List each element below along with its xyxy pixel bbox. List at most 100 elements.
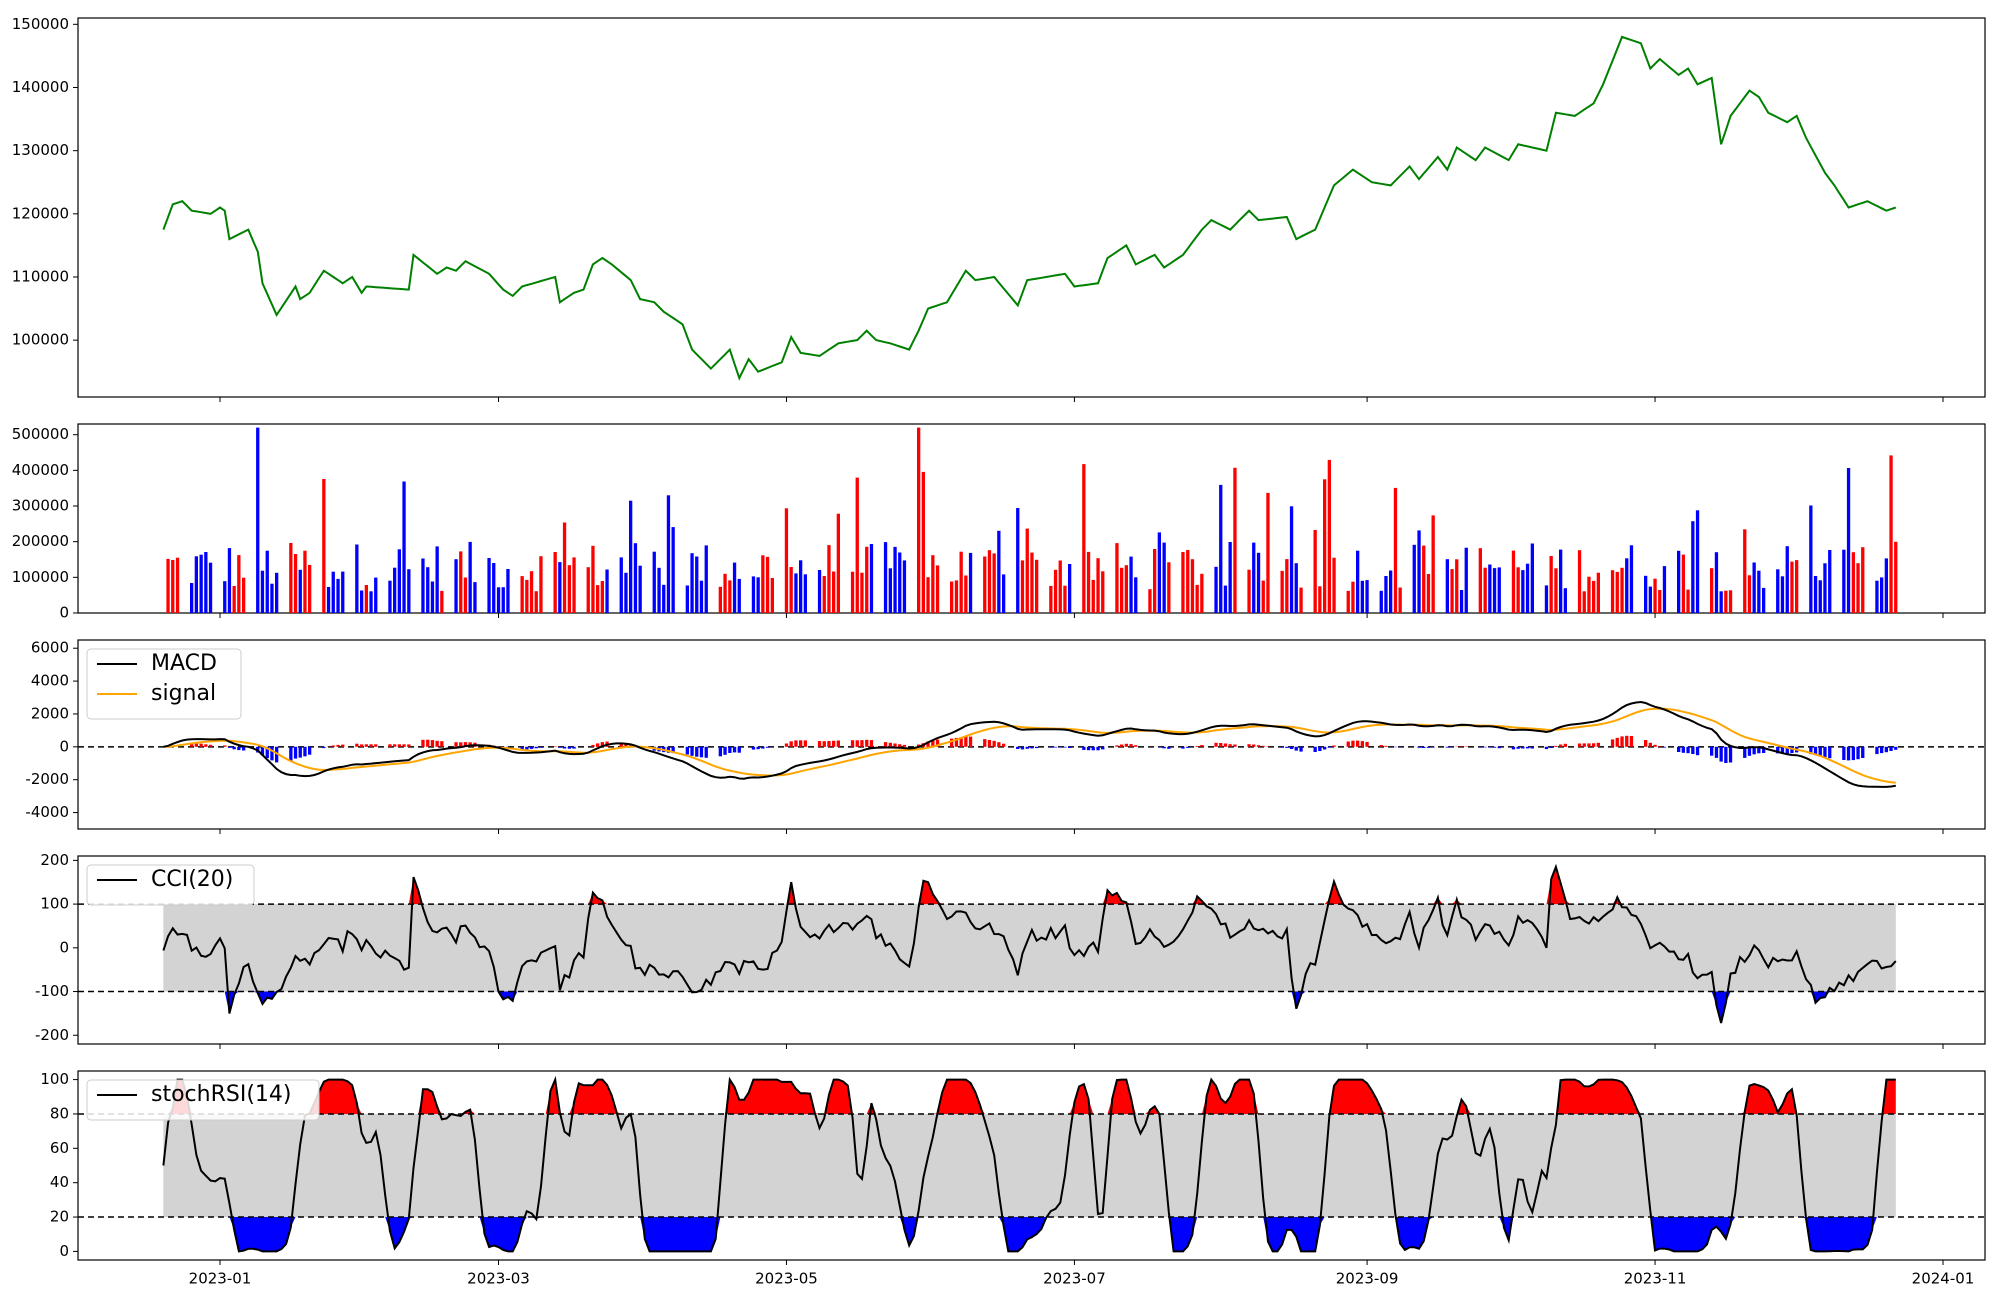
volume-bar [1880, 577, 1884, 613]
volume-bar [1563, 588, 1567, 613]
volume-bar [468, 541, 472, 613]
volume-bar [633, 543, 638, 613]
volume-bar [402, 481, 406, 613]
volume-bar [619, 557, 623, 613]
volume-bar [1422, 545, 1426, 613]
cci-ytick-label: -100 [35, 982, 69, 1000]
macd-histogram-bar [699, 746, 704, 758]
macd-panel-frame [77, 639, 1986, 830]
macd-histogram-bar [1780, 746, 1785, 754]
volume-bar [260, 570, 265, 613]
macd-histogram-bar [690, 746, 694, 756]
volume-bar [1615, 571, 1619, 613]
macd-histogram-bar [275, 746, 279, 763]
volume-bar [1530, 543, 1534, 613]
macd-histogram-bar [1129, 744, 1133, 747]
volume-bar [902, 560, 907, 613]
volume-bar [761, 555, 765, 613]
macd-histogram-bar [1016, 746, 1020, 749]
volume-bar [1681, 554, 1685, 613]
macd-histogram-bar [1096, 746, 1100, 751]
volume-bar [794, 573, 798, 613]
volume-bar [964, 575, 968, 613]
macd-histogram-bar [1365, 741, 1369, 747]
volume-bar [1025, 528, 1029, 613]
macd-histogram-bar [520, 746, 524, 750]
volume-bar [1710, 568, 1714, 613]
macd-histogram-bar [1417, 746, 1421, 748]
macd-histogram-bar [1289, 746, 1294, 749]
volume-bar [1299, 587, 1303, 613]
volume-bar [799, 560, 803, 613]
price-panel-frame [77, 17, 1986, 398]
volume-bar [1247, 569, 1251, 613]
macd-histogram-bar [1563, 743, 1567, 747]
macd-histogram-bar [1752, 746, 1756, 755]
volume-bar [473, 582, 477, 613]
volume-bar [983, 556, 987, 613]
macd-histogram-bar [1596, 742, 1600, 747]
volume-bar [1356, 550, 1360, 613]
volume-bar [194, 556, 198, 613]
macd-histogram-bar [1644, 740, 1648, 747]
macd-histogram-bar [223, 745, 227, 747]
macd-histogram-bar [1256, 745, 1261, 747]
volume-bar [1053, 569, 1058, 613]
volume-bar [1691, 521, 1695, 613]
volume-bar [1724, 590, 1728, 613]
macd-histogram-bar [1747, 746, 1752, 756]
volume-bar [1719, 591, 1723, 613]
macd-histogram-bar [270, 746, 274, 761]
volume-bar [492, 563, 496, 613]
macd-histogram-bar [1492, 746, 1497, 748]
macd-histogram-bar [303, 746, 307, 757]
volume-bar [671, 527, 675, 613]
volume-bar [393, 567, 397, 613]
volume-bar [850, 571, 855, 613]
macd-histogram-bar [1861, 746, 1865, 758]
stochrsi-legend-label: stochRSI(14) [151, 1082, 292, 1107]
macd-legend-label: signal [151, 681, 216, 706]
volume-bar [1035, 559, 1039, 613]
volume-bar [652, 551, 656, 613]
macd-histogram-bar [732, 746, 737, 753]
volume-bar [175, 557, 180, 613]
macd-histogram-bar [1516, 746, 1520, 749]
volume-bar [308, 564, 312, 613]
volume-bar [666, 495, 671, 613]
volume-bar [1559, 549, 1563, 613]
volume-bar [1620, 567, 1624, 613]
volume-bar [237, 555, 241, 613]
macd-histogram-bar [695, 746, 699, 757]
macd-histogram-bar [931, 740, 935, 747]
x-tick-label: 2023-05 [755, 1270, 818, 1288]
macd-histogram-bar [1384, 745, 1388, 747]
volume-bar [1809, 505, 1813, 613]
volume-bar [232, 586, 236, 613]
volume-bar [166, 558, 170, 613]
stochrsi-ytick-label: 40 [50, 1173, 69, 1191]
cci-ytick-label: 200 [40, 851, 69, 869]
macd-histogram-bar [1776, 746, 1780, 754]
volume-bar [1101, 571, 1105, 613]
volume-bar [227, 548, 232, 613]
macd-histogram-bar [1459, 746, 1464, 747]
macd-histogram-bar [1521, 746, 1525, 749]
volume-bar [1894, 541, 1898, 613]
macd-histogram-bar [822, 741, 826, 747]
x-tick-label: 2023-09 [1336, 1270, 1399, 1288]
macd-histogram-bar [1714, 746, 1719, 758]
volume-bar [1153, 549, 1157, 613]
macd-histogram-bar [1728, 746, 1733, 763]
volume-bar [695, 556, 699, 613]
macd-histogram-bar [1719, 746, 1723, 762]
volume-bar [1492, 568, 1497, 613]
volume-bar [270, 583, 274, 613]
volume-bar [855, 477, 859, 613]
macd-histogram-bar [393, 744, 397, 747]
volume-bar [454, 559, 458, 613]
macd-histogram-bar [1710, 746, 1714, 756]
volume-bar [208, 562, 213, 613]
volume-bar [935, 565, 940, 613]
macd-histogram-bar [1285, 746, 1289, 748]
